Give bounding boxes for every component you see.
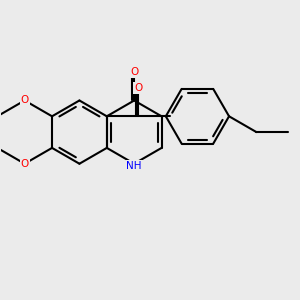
Text: O: O (20, 95, 29, 106)
Text: O: O (20, 159, 29, 169)
Text: NH: NH (126, 161, 142, 171)
Text: O: O (130, 67, 138, 77)
Text: O: O (134, 83, 142, 93)
